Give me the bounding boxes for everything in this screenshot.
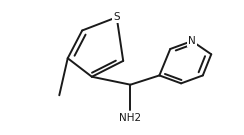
Text: N: N: [188, 36, 196, 46]
Text: NH2: NH2: [119, 113, 142, 123]
Text: S: S: [113, 12, 120, 22]
